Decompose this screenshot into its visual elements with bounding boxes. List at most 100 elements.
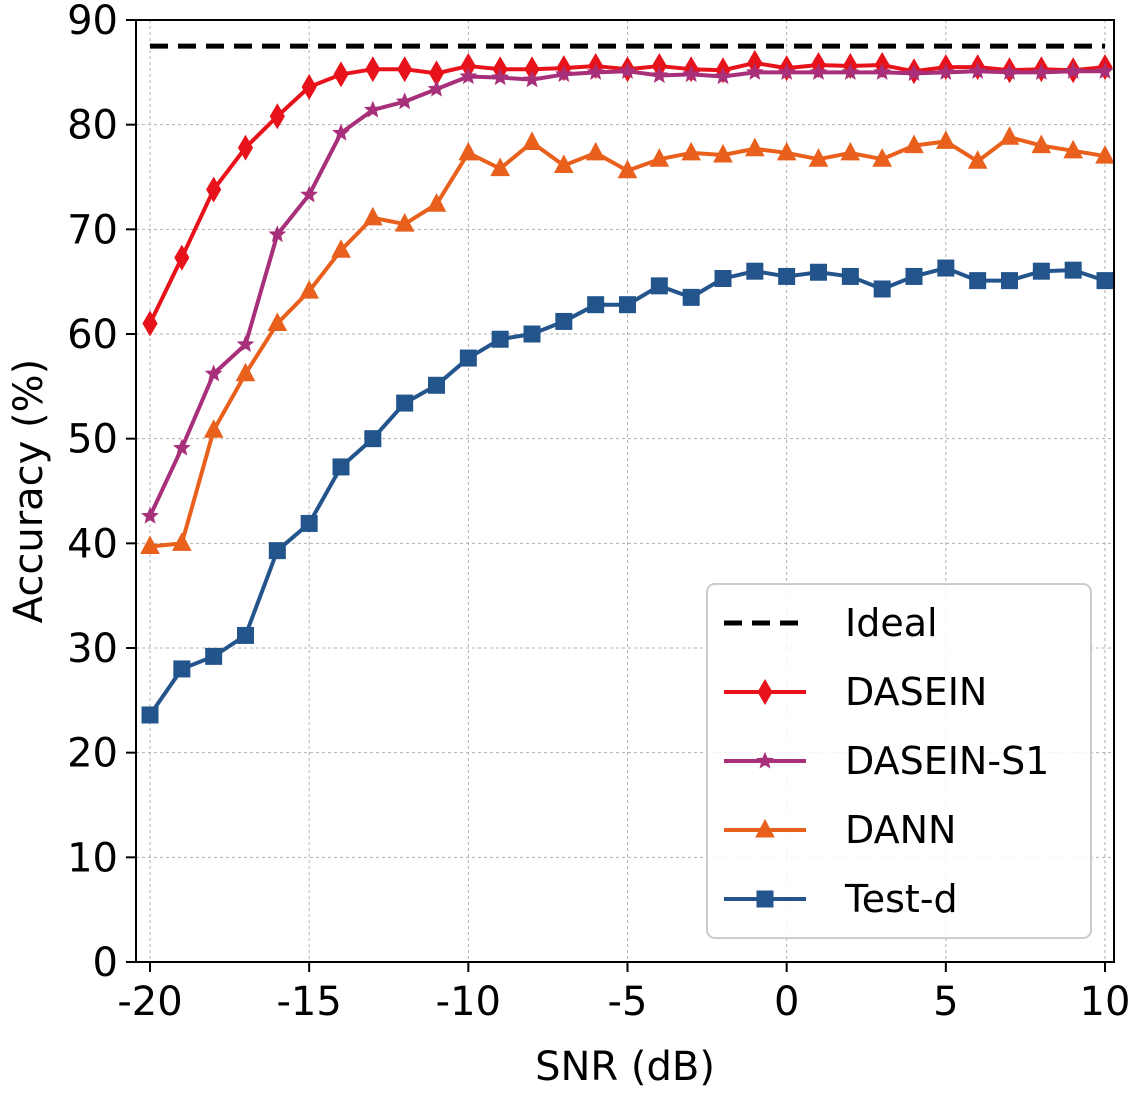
series-dasein-point <box>174 244 190 271</box>
series-dasein-s1-point <box>586 62 605 80</box>
series-dasein-point <box>365 56 381 83</box>
series-dasein-point <box>269 103 285 130</box>
legend-label: Test-d <box>844 877 958 921</box>
legend-marker <box>756 751 774 769</box>
series-dann-point <box>426 193 447 212</box>
y-tick-label: 70 <box>67 207 118 253</box>
series-dasein-s1-point <box>936 62 955 80</box>
legend: Ideal DASEIN DASEIN-S1 DANN Test-d <box>706 583 1092 939</box>
series-dasein-s1-point <box>427 79 446 97</box>
series-test-d-point <box>841 267 859 285</box>
legend-label: DASEIN <box>845 670 987 714</box>
series-test-d-point <box>332 458 350 476</box>
series-dasein-s1-point <box>332 123 350 141</box>
series-test-d-point <box>268 542 286 560</box>
series-test-d-point <box>173 660 191 678</box>
series-dann-point <box>681 141 701 161</box>
series-test-d-point <box>746 262 764 280</box>
series-dasein-s1-point <box>172 438 191 456</box>
series-dasein-s1-point <box>745 62 764 80</box>
series-dasein-s1-point <box>650 66 669 84</box>
legend-label: DASEIN-S1 <box>845 739 1049 783</box>
series-dasein-s1-point <box>523 70 541 88</box>
series-test-d-point <box>873 280 891 298</box>
series-dann-point <box>267 312 288 332</box>
series-test-d-point <box>714 270 732 288</box>
legend-marker <box>755 818 775 838</box>
legend-entry: DASEIN <box>724 670 987 714</box>
y-axis-ticks: 0 10 20 30 40 50 60 70 80 90 <box>67 0 136 986</box>
series-dann-point <box>140 535 160 554</box>
series-test-d-point <box>778 267 796 285</box>
x-axis-label: SNR (dB) <box>535 1044 715 1090</box>
series-dann-point <box>872 148 892 167</box>
legend-entry: DANN <box>724 808 956 852</box>
y-tick-label: 30 <box>67 626 118 672</box>
y-axis-label: Accuracy (%) <box>6 359 52 624</box>
y-tick-label: 40 <box>67 521 118 567</box>
series-test-d-point <box>810 263 827 281</box>
x-axis-ticks: -20 -15 -10 -5 0 5 10 <box>117 962 1130 1025</box>
legend-label: Ideal <box>845 601 938 645</box>
series-dasein-point <box>397 56 413 83</box>
y-tick-label: 80 <box>67 103 118 149</box>
series-dann-point <box>1095 144 1115 164</box>
series-dann-point <box>331 239 351 258</box>
legend-marker <box>757 679 773 705</box>
x-tick-label: -10 <box>436 979 501 1025</box>
series-dasein-s1-point <box>841 62 860 80</box>
series-dasein-s1-point <box>1096 61 1114 79</box>
series-dasein-s1-point <box>714 67 732 85</box>
series-dann-point <box>554 154 574 173</box>
series-test-d-point <box>650 277 668 295</box>
series-dasein-s1-point <box>141 506 159 524</box>
series-dann-point <box>904 134 924 154</box>
series-test-d-point <box>1064 261 1082 279</box>
series-dann-point <box>172 532 192 551</box>
series-dann-point <box>713 143 733 163</box>
series-dann-point <box>1063 139 1083 159</box>
series-dasein-point <box>333 61 349 88</box>
series-dann-point <box>585 141 606 161</box>
series-dann-point <box>808 148 829 167</box>
series-dasein-s1-point <box>395 92 414 110</box>
series-test-d-point <box>237 626 254 644</box>
series-dann-point <box>840 141 861 161</box>
legend-entry: DASEIN-S1 <box>724 739 1049 783</box>
series-dasein-s1-point <box>777 62 796 80</box>
series-dasein-s1-point <box>300 185 319 203</box>
x-tick-label: -15 <box>276 979 341 1025</box>
legend-entries: Ideal DASEIN DASEIN-S1 DANN Test-d <box>724 601 1049 921</box>
series-test-d-point <box>969 272 987 290</box>
y-tick-label: 0 <box>93 940 118 986</box>
legend-entry: Ideal <box>724 601 938 645</box>
series-dann-point <box>522 131 542 150</box>
series-test-d-point <box>682 288 700 306</box>
legend-marker <box>756 890 774 908</box>
series-test-d-point <box>300 514 318 532</box>
series-test-d-point <box>1001 272 1018 290</box>
x-tick-label: -5 <box>608 979 648 1025</box>
series-dasein-s1-point <box>873 62 892 80</box>
series-dasein-s1-point <box>618 61 637 79</box>
series-dann-point <box>490 157 510 177</box>
series-test-d-point <box>1096 272 1114 290</box>
series-dasein-s1 <box>141 61 1114 524</box>
series-test-d-point <box>491 330 509 348</box>
series-dasein-s1-point <box>268 225 287 243</box>
series-test-d-point <box>619 296 636 314</box>
series-dann-point <box>967 150 988 169</box>
series-dasein-s1-point <box>204 364 223 382</box>
series-test-d-point <box>205 647 223 665</box>
plot-frame <box>135 19 1115 963</box>
series-dasein-point <box>206 176 222 203</box>
series-dasein-s1-point <box>968 61 987 79</box>
series-test-d <box>141 259 1114 724</box>
y-tick-label: 20 <box>67 731 118 777</box>
legend-label: DANN <box>845 808 956 852</box>
series-dasein-s1-point <box>809 62 828 80</box>
series-test-d-point <box>523 325 541 343</box>
legend-entry: Test-d <box>724 877 958 921</box>
series-dasein-s1-point <box>459 67 478 85</box>
